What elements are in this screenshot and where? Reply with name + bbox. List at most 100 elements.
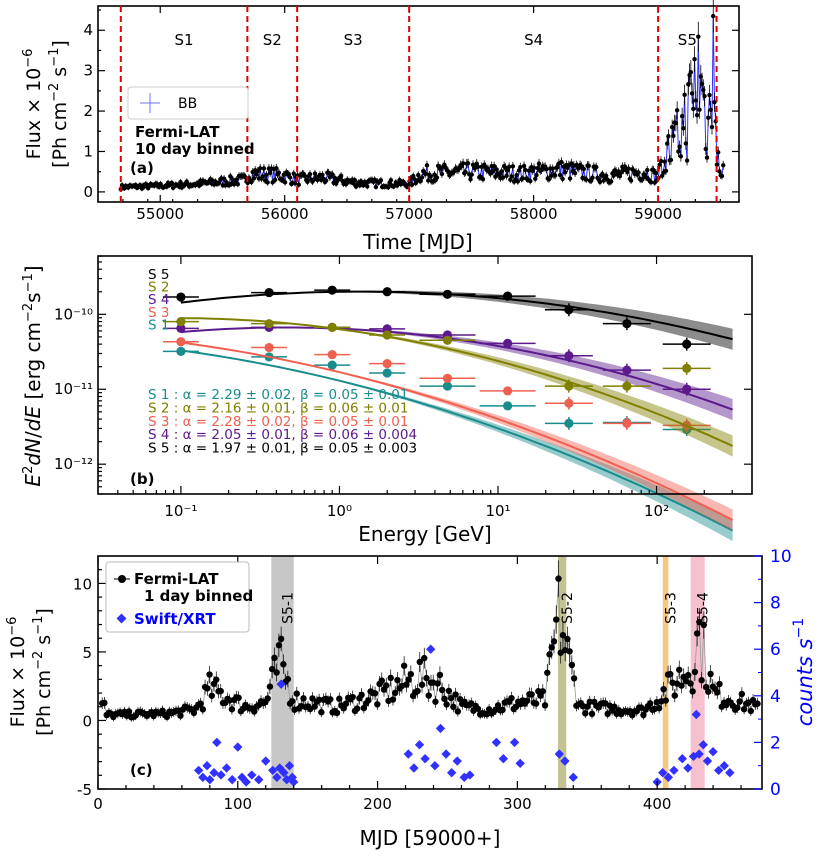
- x-axis-label-b: Energy [GeV]: [358, 522, 491, 546]
- x-axis-label-a: Time [MJD]: [362, 230, 472, 254]
- data-point-a: [515, 179, 521, 184]
- legend-sublabel-fermi: 1 day binned: [144, 587, 253, 605]
- data-point-a: [711, 13, 716, 19]
- fermi-point: [387, 674, 394, 682]
- fermi-point: [738, 690, 746, 698]
- legend-box-c: [105, 561, 250, 633]
- data-point-b: [564, 418, 574, 429]
- data-point-a: [428, 174, 433, 179]
- data-point-a: [261, 166, 267, 171]
- fermi-point: [754, 700, 761, 707]
- data-point-a: [343, 182, 349, 187]
- flare-band-s5-3: [662, 556, 669, 789]
- fermi-point: [586, 698, 593, 705]
- data-point-a: [608, 179, 614, 184]
- xrt-point: [241, 777, 251, 787]
- fermi-point: [678, 682, 685, 689]
- fermi-point: [716, 680, 723, 688]
- data-point-b: [622, 319, 632, 329]
- x-tick-label-c: 200: [363, 795, 392, 813]
- data-point-a: [597, 179, 603, 185]
- y-tick-label-b: 10⁻¹²: [54, 455, 93, 473]
- data-point-a: [378, 178, 384, 183]
- fermi-point: [315, 696, 323, 704]
- y-axis-label-a: Flux × 10−6 [Ph cm−2 s−1]: [21, 40, 71, 168]
- data-point-b: [682, 363, 692, 373]
- data-point-a: [504, 173, 509, 179]
- data-point-a: [618, 170, 624, 175]
- flare-label-s5-2: S5-2: [560, 592, 576, 624]
- data-point-a: [702, 94, 707, 99]
- data-point-a: [243, 174, 248, 180]
- data-point-a: [228, 174, 233, 179]
- data-point-a: [668, 157, 674, 163]
- data-point-a: [265, 180, 270, 185]
- data-point-b: [176, 292, 186, 302]
- xrt-point: [276, 679, 286, 689]
- data-point-a: [586, 163, 591, 168]
- xrt-point: [568, 772, 578, 783]
- data-point-a: [689, 91, 695, 96]
- xrt-point: [725, 768, 735, 778]
- x-tick-label-a: 58000: [510, 205, 558, 223]
- panel-b-frame: [97, 255, 753, 495]
- fermi-point: [400, 662, 408, 669]
- fermi-point: [646, 700, 654, 707]
- fit-label-s5: S 5 : α = 1.97 ± 0.01, β = 0.05 ± 0.003: [148, 441, 417, 457]
- xrt-point: [435, 723, 446, 734]
- y-tick-label-b: 10⁻¹⁰: [54, 305, 93, 323]
- data-point-a: [678, 154, 684, 159]
- y-axis-label-a-line2: [Ph cm−2 s−1]: [47, 40, 71, 168]
- y-axis-label-c-line2: [Ph cm−2 s−1]: [31, 608, 55, 736]
- data-point-a: [648, 179, 654, 185]
- y-axis-label-c-line1: Flux × 10−6: [5, 617, 29, 728]
- xrt-point: [420, 754, 430, 764]
- fermi-point: [394, 676, 401, 684]
- x-tick-label-a: 57000: [385, 205, 433, 223]
- segment-label-s3: S3: [344, 31, 363, 49]
- data-point-a: [600, 171, 605, 177]
- data-point-b: [327, 349, 337, 360]
- data-point-a: [677, 144, 682, 149]
- data-point-a: [652, 180, 657, 185]
- fermi-point: [691, 668, 699, 676]
- fit-label-s1: S 1 : α = 2.29 ± 0.02, β = 0.05 ± 0.01: [148, 387, 409, 403]
- data-point-a: [651, 167, 656, 173]
- data-point-a: [388, 177, 394, 183]
- fermi-point: [389, 696, 397, 703]
- fermi-point: [550, 638, 558, 645]
- fermi-point: [687, 680, 694, 687]
- data-point-a: [703, 146, 708, 152]
- y-tick-label-c: 5: [82, 644, 92, 662]
- data-point-a: [693, 98, 699, 103]
- segment-label-s2: S2: [263, 31, 282, 49]
- fermi-point: [474, 705, 482, 712]
- data-point-b: [682, 384, 692, 394]
- fermi-point: [611, 703, 618, 710]
- data-point-a: [636, 170, 641, 175]
- fermi-point: [300, 695, 307, 702]
- panel-a: 55000 56000 57000 58000 59000 0 1 2 3 4 S1 S2 S3 S4 S…: [21, 0, 740, 254]
- fermi-point: [539, 688, 547, 695]
- y-tick-label-c: 0: [82, 712, 92, 730]
- data-point-a: [567, 176, 573, 181]
- data-point-a: [712, 99, 717, 105]
- y2-tick-label-c: 4: [770, 687, 781, 707]
- y-tick-label-b: 10⁻¹¹: [54, 380, 93, 398]
- data-point-a: [590, 175, 595, 180]
- data-point-a: [338, 173, 344, 179]
- data-point-a: [673, 121, 679, 126]
- data-point-a: [465, 161, 471, 166]
- data-point-b: [176, 316, 186, 327]
- xrt-point: [452, 756, 462, 766]
- data-point-b: [382, 330, 392, 340]
- data-point-a: [694, 112, 700, 118]
- fermi-point: [425, 692, 432, 699]
- model-band-s5: [180, 290, 733, 350]
- fermi-point: [660, 685, 667, 693]
- fermi-point: [333, 709, 341, 717]
- data-point-a: [373, 184, 379, 190]
- xrt-point: [509, 737, 520, 748]
- y-axis-label-c: Flux × 10−6 [Ph cm−2 s−1]: [5, 608, 55, 736]
- fit-label-s4: S 4 : α = 2.05 ± 0.01, β = 0.06 ± 0.004: [148, 427, 417, 443]
